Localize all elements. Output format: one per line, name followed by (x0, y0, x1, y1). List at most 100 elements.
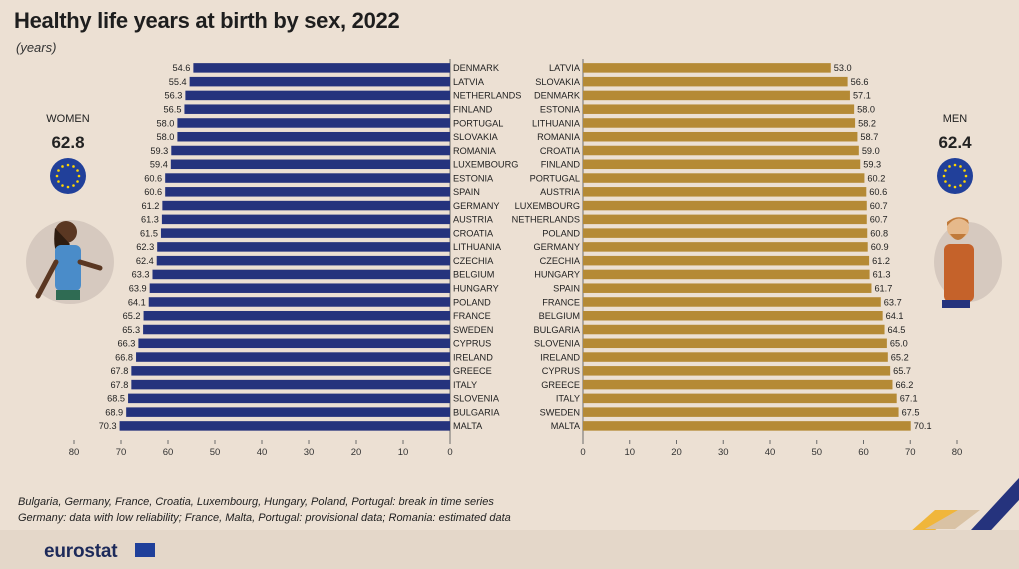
category-label: CROATIA (453, 228, 494, 238)
bar (583, 324, 885, 335)
bar (143, 324, 450, 335)
bar-value-label: 60.7 (870, 201, 888, 211)
bar (189, 76, 450, 87)
bar (149, 283, 451, 293)
category-label: SWEDEN (540, 407, 580, 417)
bar (583, 228, 868, 238)
men-average-value: 62.4 (938, 133, 972, 152)
bar-value-label: 65.3 (122, 325, 140, 335)
bar (157, 242, 450, 252)
bar (143, 310, 450, 321)
bar-value-label: 58.0 (857, 104, 875, 114)
axis-tick-label: 20 (671, 447, 682, 458)
eu-star-icon (76, 169, 79, 172)
category-label: SLOVENIA (453, 394, 500, 404)
bar (583, 63, 831, 73)
bar-value-label: 66.8 (115, 352, 133, 362)
category-label: DENMARK (453, 63, 500, 73)
eurostat-logo[interactable]: eurostat (44, 541, 118, 562)
category-label: HUNGARY (453, 284, 499, 294)
bar-value-label: 60.6 (144, 173, 162, 183)
bar (136, 352, 451, 362)
category-label: BELGIUM (539, 311, 580, 321)
category-label: CYPRUS (453, 339, 491, 349)
category-label: GERMANY (453, 201, 499, 211)
footnotes: Bulgaria, Germany, France, Croatia, Luxe… (18, 494, 511, 526)
eu-star-icon (953, 185, 957, 189)
bar-value-label: 60.6 (869, 187, 887, 197)
category-label: POLAND (453, 297, 491, 307)
bar (193, 63, 450, 73)
bar (131, 366, 450, 376)
category-label: GERMANY (534, 242, 580, 252)
bar-value-label: 61.3 (873, 270, 891, 280)
eu-star-icon (959, 184, 962, 187)
bar-value-label: 67.1 (900, 394, 918, 404)
man-illustration (934, 217, 1002, 308)
bar (131, 379, 450, 390)
bar (165, 187, 450, 197)
axis-tick-label: 80 (69, 447, 80, 458)
category-label: LATVIA (549, 63, 581, 73)
axis-tick-label: 80 (952, 447, 963, 458)
bar-value-label: 59.3 (863, 160, 881, 170)
bar (583, 352, 888, 362)
bar-value-label: 68.5 (107, 394, 125, 404)
bar-value-label: 58.2 (858, 118, 876, 128)
bar-value-label: 58.7 (860, 132, 878, 142)
bar-value-label: 67.8 (110, 380, 128, 390)
bar-value-label: 66.2 (895, 380, 913, 390)
eu-star-icon (944, 180, 947, 183)
bar-value-label: 60.9 (871, 242, 889, 252)
category-label: MALTA (551, 421, 581, 431)
category-label: SLOVAKIA (453, 132, 499, 142)
men-label: MEN (942, 113, 968, 125)
bar-value-label: 65.2 (891, 352, 909, 362)
bar (583, 407, 899, 417)
eu-star-icon (61, 165, 64, 168)
axis-tick-label: 40 (257, 447, 268, 458)
bar-value-label: 60.8 (870, 228, 888, 238)
category-label: ITALY (556, 394, 580, 404)
category-label: AUSTRIA (453, 215, 494, 225)
bar (583, 159, 861, 170)
category-label: SLOVAKIA (535, 77, 581, 87)
bar (583, 118, 856, 128)
bar-value-label: 62.3 (136, 242, 154, 252)
bar (583, 297, 881, 307)
category-label: ESTONIA (540, 104, 581, 114)
bar (583, 393, 897, 404)
bar (583, 214, 867, 225)
bar-value-label: 60.7 (870, 215, 888, 225)
bar (583, 310, 883, 321)
bar-value-label: 65.0 (890, 339, 908, 349)
bar (583, 76, 848, 87)
category-label: CYPRUS (542, 366, 580, 376)
women-label: WOMEN (46, 113, 90, 125)
axis-tick-label: 70 (116, 447, 127, 458)
bar-value-label: 61.7 (874, 284, 892, 294)
eu-star-icon (944, 169, 947, 172)
bar (161, 214, 450, 225)
footer-band (0, 530, 1019, 569)
axis-tick-label: 10 (398, 447, 409, 458)
bar (583, 90, 850, 101)
bar-value-label: 67.5 (902, 407, 920, 417)
eu-star-icon (963, 180, 966, 183)
eu-star-icon (964, 174, 968, 178)
bar-value-label: 61.2 (141, 201, 159, 211)
eu-star-icon (948, 165, 951, 168)
category-label: BULGARIA (453, 407, 500, 417)
eu-flag-icon (135, 543, 155, 557)
bar (128, 393, 451, 404)
eu-star-icon (953, 163, 957, 167)
category-label: ROMANIA (537, 132, 581, 142)
eu-star-icon (77, 174, 81, 178)
category-label: SWEDEN (453, 325, 493, 335)
bar-value-label: 56.6 (851, 77, 869, 87)
chart-title: Healthy life years at birth by sex, 2022 (14, 8, 400, 33)
category-label: LATVIA (453, 77, 485, 87)
axis-tick-label: 20 (351, 447, 362, 458)
bar-value-label: 60.2 (867, 173, 885, 183)
